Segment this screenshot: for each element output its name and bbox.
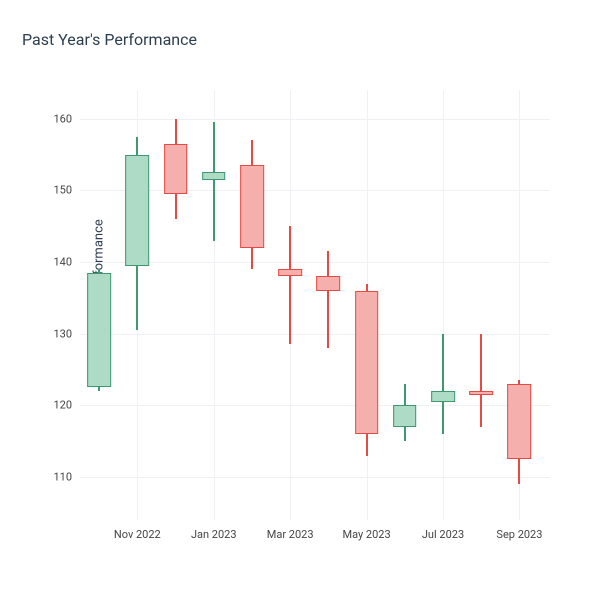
y-tick-label: 130: [53, 327, 80, 340]
grid-line: [443, 90, 444, 520]
candle-body: [202, 172, 226, 179]
candle-body: [469, 391, 493, 395]
candle-wick: [213, 122, 215, 240]
candle-body: [240, 165, 264, 247]
x-tick-label: May 2023: [342, 520, 390, 541]
x-tick-label: Jan 2023: [191, 520, 237, 541]
y-tick-label: 160: [53, 112, 80, 125]
candle-body: [431, 391, 455, 402]
candle-body: [317, 276, 341, 290]
y-tick-label: 150: [53, 184, 80, 197]
chart-title: Past Year's Performance: [22, 30, 197, 49]
candle-wick: [289, 226, 291, 344]
x-tick-label: Mar 2023: [267, 520, 314, 541]
candle-body: [125, 155, 149, 266]
grid-line: [80, 477, 550, 478]
candle-body: [87, 273, 111, 388]
candle-body: [508, 384, 532, 459]
candle-body: [393, 405, 417, 427]
y-tick-label: 140: [53, 256, 80, 269]
candle-wick: [480, 334, 482, 427]
x-tick-label: Jul 2023: [422, 520, 464, 541]
candle-wick: [442, 334, 444, 434]
candle-body: [355, 291, 379, 434]
grid-line: [80, 119, 550, 120]
candle-wick: [327, 251, 329, 348]
candle-body: [164, 144, 188, 194]
candle-body: [278, 269, 302, 276]
y-tick-label: 110: [53, 471, 80, 484]
y-tick-label: 120: [53, 399, 80, 412]
x-tick-label: Nov 2022: [114, 520, 161, 541]
grid-line: [80, 262, 550, 263]
x-tick-label: Sep 2023: [496, 520, 542, 541]
grid-line: [80, 190, 550, 191]
candlestick-plot: 110120130140150160Nov 2022Jan 2023Mar 20…: [80, 90, 550, 520]
